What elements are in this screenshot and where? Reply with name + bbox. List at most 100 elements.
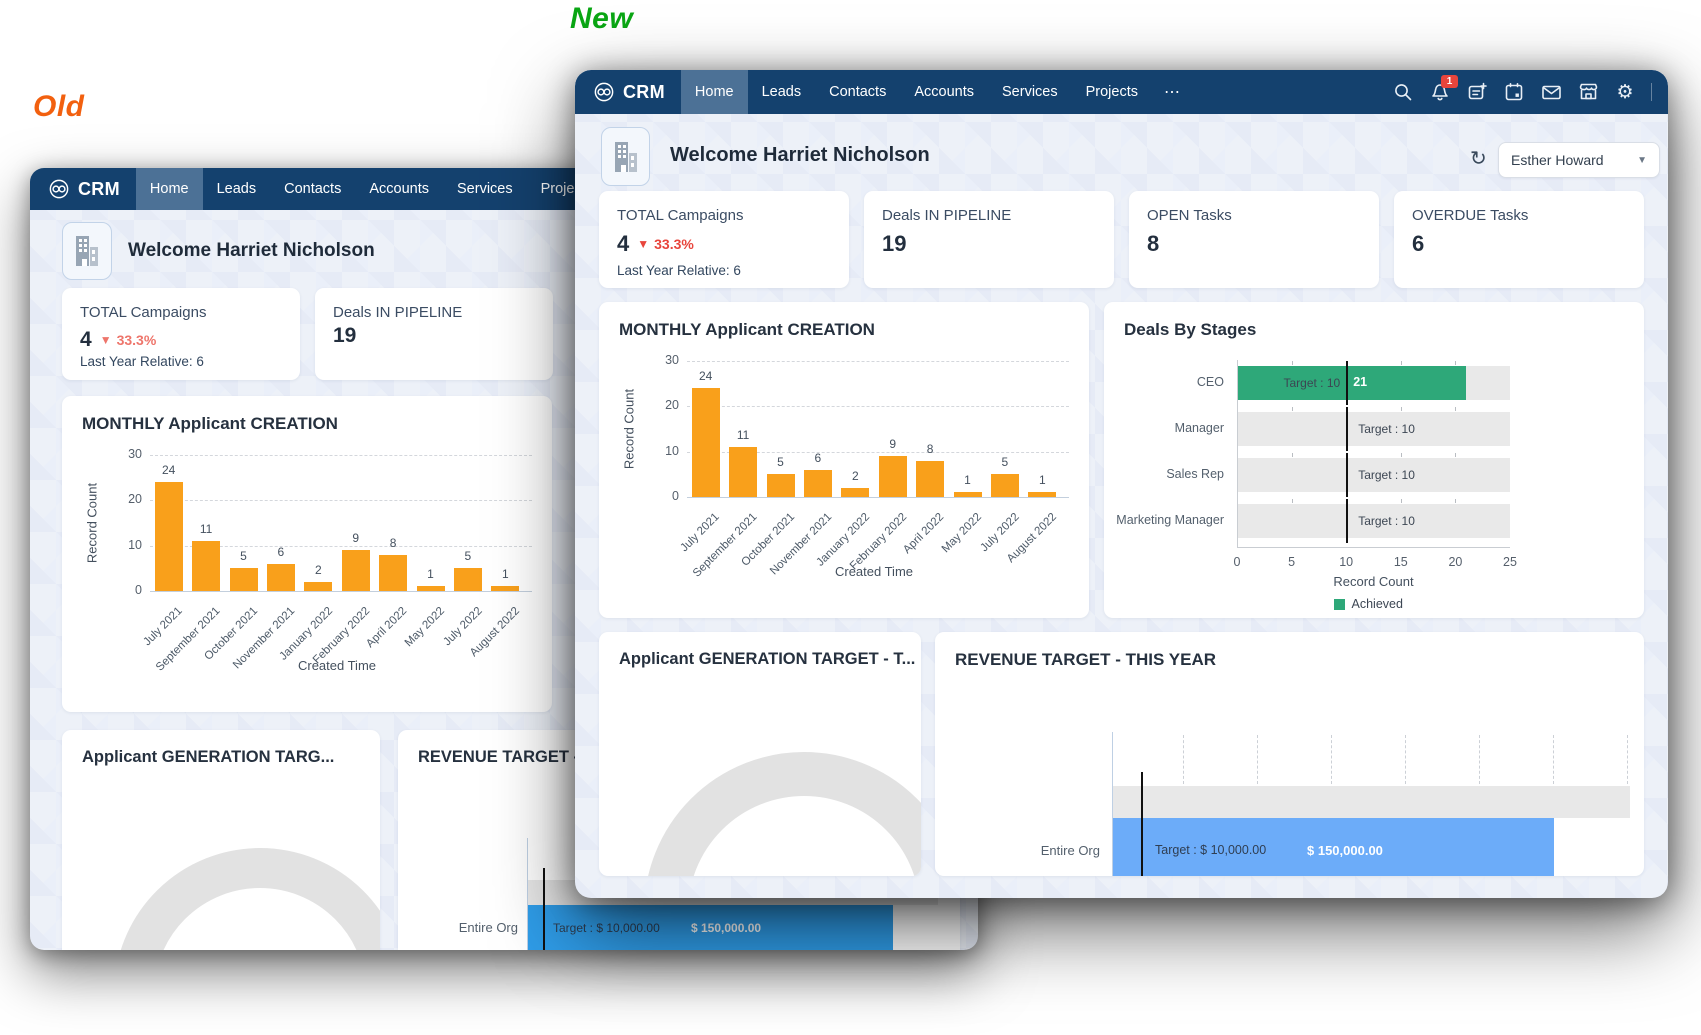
nav-item-services[interactable]: Services (457, 181, 513, 197)
bar-value-label: 2 (314, 562, 322, 577)
revenue-category-label: Entire Org (1040, 843, 1100, 858)
kpi-title: TOTAL Campaigns (80, 304, 207, 321)
legend-swatch-achieved (1333, 598, 1345, 610)
x-tick-label: May 2022 (939, 511, 984, 556)
bar (379, 554, 408, 591)
nav-item-contacts[interactable]: Contacts (829, 84, 887, 100)
nav-item-projects[interactable]: Projects (1085, 84, 1138, 100)
bar (192, 541, 221, 591)
quick-create-icon[interactable] (1466, 81, 1488, 103)
nav-item-contacts[interactable]: Contacts (284, 181, 342, 197)
target-gauge-ring (114, 848, 380, 950)
bar-value-label: 24 (699, 369, 713, 384)
bar (953, 492, 982, 497)
grid-tick (1455, 499, 1457, 503)
nav-item-accounts[interactable]: Accounts (369, 181, 429, 197)
kpi-title: Deals IN PIPELINE (333, 304, 463, 321)
bar (990, 474, 1019, 497)
gridline (687, 361, 1069, 362)
monthly-applicant-creation-card: MONTHLY Applicant CREATION Record Count 0… (599, 302, 1089, 618)
applicant-generation-target-card: Applicant GENERATION TARG... (62, 730, 380, 950)
nav-more-button[interactable]: ⋯ (1164, 84, 1182, 101)
crm-brand-label: CRM (78, 178, 120, 199)
revenue-target-line (1141, 772, 1143, 876)
target-label: Target : 10 (1358, 514, 1415, 528)
crm-brand[interactable]: CRM (30, 168, 136, 210)
old-version-annotation: Old (33, 90, 85, 123)
chart-title: MONTHLY Applicant CREATION (619, 320, 875, 339)
bar (154, 482, 183, 591)
revenue-target-label: Target : $ 10,000.00 (1155, 843, 1267, 857)
mail-icon[interactable] (1540, 81, 1562, 103)
search-icon[interactable] (1392, 81, 1414, 103)
crm-brand[interactable]: CRM (575, 70, 681, 114)
new-dashboard-window: CRM Home Leads Contacts Accounts Services Pro… (575, 70, 1668, 898)
gridline (150, 455, 532, 456)
bar-value-label: 11 (736, 428, 750, 443)
user-selector-value: Esther Howard (1511, 152, 1604, 168)
nav-item-leads[interactable]: Leads (761, 84, 802, 100)
building-icon (614, 141, 637, 172)
bar-value-label: 6 (277, 544, 285, 559)
kpi-value: 4 (80, 328, 92, 351)
kpi-title: Deals IN PIPELINE (882, 207, 1012, 224)
user-selector-dropdown[interactable]: Esther Howard ▼ (1498, 142, 1660, 178)
notification-bell-icon[interactable]: 1 (1429, 75, 1458, 103)
kpi-title: OPEN Tasks (1147, 207, 1232, 224)
kpi-value: 19 (333, 324, 357, 347)
y-tick-label: 10 (128, 537, 142, 552)
grid-tick (1291, 499, 1293, 503)
chart-title: Applicant GENERATION TARGET - T... (619, 650, 916, 668)
bar (803, 469, 832, 497)
revenue-value-label: $ 150,000.00 (691, 921, 762, 935)
bar-value-label: 9 (889, 437, 897, 452)
grid-tick (1291, 361, 1293, 365)
grid-tick (1455, 361, 1457, 365)
down-triangle-icon: ▼ (99, 333, 112, 347)
kpi-card-open-tasks: OPEN Tasks 8 (1129, 191, 1379, 288)
nav-divider (1651, 83, 1652, 101)
org-avatar[interactable] (601, 127, 650, 186)
x-tick-label: 15 (1393, 555, 1408, 569)
grid-tick (1455, 453, 1457, 457)
kpi-delta-down: ▼ 33.3% (637, 236, 694, 252)
gridline (150, 545, 532, 547)
settings-gear-icon[interactable]: ⚙ (1616, 80, 1634, 103)
kpi-value: 8 (1147, 231, 1160, 256)
bar-value-label: 6 (814, 450, 822, 465)
bar-value-label: 5 (777, 455, 784, 470)
bar (266, 563, 295, 591)
grid-tick (1291, 453, 1293, 457)
applicant-generation-target-card: Applicant GENERATION TARGET - T... (599, 632, 921, 876)
chart-title: REVENUE TARGET - THIS YEAR (955, 650, 1217, 669)
kpi-value: 6 (1412, 231, 1425, 256)
category-label: Manager (1174, 421, 1224, 435)
target-label: Target : 10 (1358, 422, 1415, 436)
bar-value-label: 8 (389, 535, 397, 550)
revenue-achieved-bar (528, 905, 893, 950)
calendar-icon[interactable] (1503, 81, 1525, 103)
nav-item-leads[interactable]: Leads (216, 181, 257, 197)
nav-item-home[interactable]: Home (680, 70, 748, 114)
y-tick-label: 20 (665, 398, 679, 413)
new-navbar: CRM Home Leads Contacts Accounts Services Pro… (575, 70, 1668, 114)
y-tick-label: 30 (665, 353, 679, 367)
bar-value-label: 24 (162, 463, 176, 478)
track-bar (1237, 458, 1510, 492)
bar-value-label: 1 (1038, 473, 1046, 488)
revenue-target-label: Target : $ 10,000.00 (553, 921, 660, 935)
x-axis-title: Created Time (834, 564, 914, 579)
org-avatar[interactable] (62, 222, 112, 280)
x-tick-label: 20 (1448, 555, 1463, 569)
marketplace-icon[interactable] (1577, 81, 1599, 103)
crm-logo-icon (48, 178, 70, 200)
revenue-category-label: Entire Org (458, 920, 518, 935)
legend-label: Achieved (1351, 597, 1403, 611)
nav-item-accounts[interactable]: Accounts (914, 84, 974, 100)
nav-item-services[interactable]: Services (1002, 84, 1058, 100)
y-axis-title: Record Count (84, 482, 100, 564)
x-tick-label: 0 (1233, 555, 1241, 569)
nav-item-home[interactable]: Home (135, 168, 203, 210)
refresh-icon[interactable]: ↻ (1470, 146, 1487, 170)
